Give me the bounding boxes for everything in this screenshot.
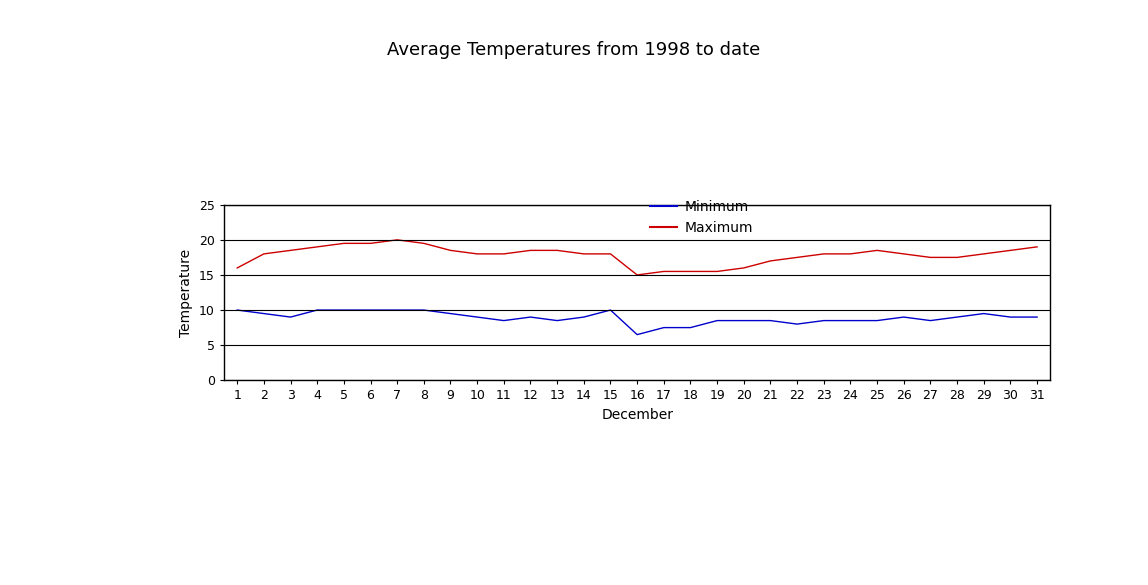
Minimum bbox=[338, 307, 351, 314]
Text: Average Temperatures from 1998 to date: Average Temperatures from 1998 to date bbox=[387, 41, 761, 59]
Maximum bbox=[657, 268, 670, 275]
Maximum bbox=[471, 250, 484, 257]
Maximum bbox=[1030, 243, 1044, 250]
Y-axis label: Temperature: Temperature bbox=[179, 249, 193, 336]
Minimum bbox=[683, 324, 697, 331]
Maximum bbox=[737, 264, 751, 271]
Minimum bbox=[1003, 314, 1017, 321]
Minimum bbox=[657, 324, 670, 331]
Minimum bbox=[923, 317, 937, 324]
Minimum bbox=[897, 314, 910, 321]
Minimum bbox=[257, 310, 271, 317]
Minimum bbox=[390, 307, 404, 314]
Minimum bbox=[951, 314, 964, 321]
Maximum bbox=[257, 250, 271, 257]
Maximum bbox=[577, 250, 591, 257]
Minimum bbox=[630, 331, 644, 338]
Maximum bbox=[870, 247, 884, 254]
Minimum bbox=[711, 317, 724, 324]
Minimum bbox=[443, 310, 457, 317]
Minimum bbox=[310, 307, 324, 314]
Maximum bbox=[790, 254, 804, 261]
Minimum bbox=[870, 317, 884, 324]
Line: Maximum: Maximum bbox=[238, 240, 1037, 275]
Minimum bbox=[523, 314, 537, 321]
Maximum bbox=[923, 254, 937, 261]
Minimum bbox=[604, 307, 618, 314]
Minimum bbox=[364, 307, 378, 314]
Maximum bbox=[284, 247, 297, 254]
Minimum bbox=[737, 317, 751, 324]
X-axis label: December: December bbox=[602, 408, 673, 422]
Maximum bbox=[523, 247, 537, 254]
Legend: Minimum, Maximum: Minimum, Maximum bbox=[644, 194, 759, 240]
Minimum bbox=[1030, 314, 1044, 321]
Maximum bbox=[711, 268, 724, 275]
Minimum bbox=[497, 317, 511, 324]
Maximum bbox=[338, 240, 351, 247]
Maximum bbox=[417, 240, 430, 247]
Maximum bbox=[443, 247, 457, 254]
Minimum bbox=[844, 317, 858, 324]
Maximum bbox=[897, 250, 910, 257]
Maximum bbox=[763, 257, 777, 264]
Minimum bbox=[977, 310, 991, 317]
Minimum bbox=[471, 314, 484, 321]
Maximum bbox=[844, 250, 858, 257]
Minimum bbox=[817, 317, 831, 324]
Maximum bbox=[604, 250, 618, 257]
Minimum bbox=[284, 314, 297, 321]
Maximum bbox=[310, 243, 324, 250]
Maximum bbox=[364, 240, 378, 247]
Minimum bbox=[231, 307, 245, 314]
Minimum bbox=[550, 317, 564, 324]
Maximum bbox=[1003, 247, 1017, 254]
Maximum bbox=[497, 250, 511, 257]
Maximum bbox=[817, 250, 831, 257]
Minimum bbox=[790, 321, 804, 328]
Minimum bbox=[417, 307, 430, 314]
Maximum bbox=[231, 264, 245, 271]
Minimum bbox=[577, 314, 591, 321]
Line: Minimum: Minimum bbox=[238, 310, 1037, 335]
Maximum bbox=[390, 236, 404, 243]
Maximum bbox=[630, 271, 644, 278]
Maximum bbox=[977, 250, 991, 257]
Minimum bbox=[763, 317, 777, 324]
Maximum bbox=[550, 247, 564, 254]
Maximum bbox=[683, 268, 697, 275]
Maximum bbox=[951, 254, 964, 261]
